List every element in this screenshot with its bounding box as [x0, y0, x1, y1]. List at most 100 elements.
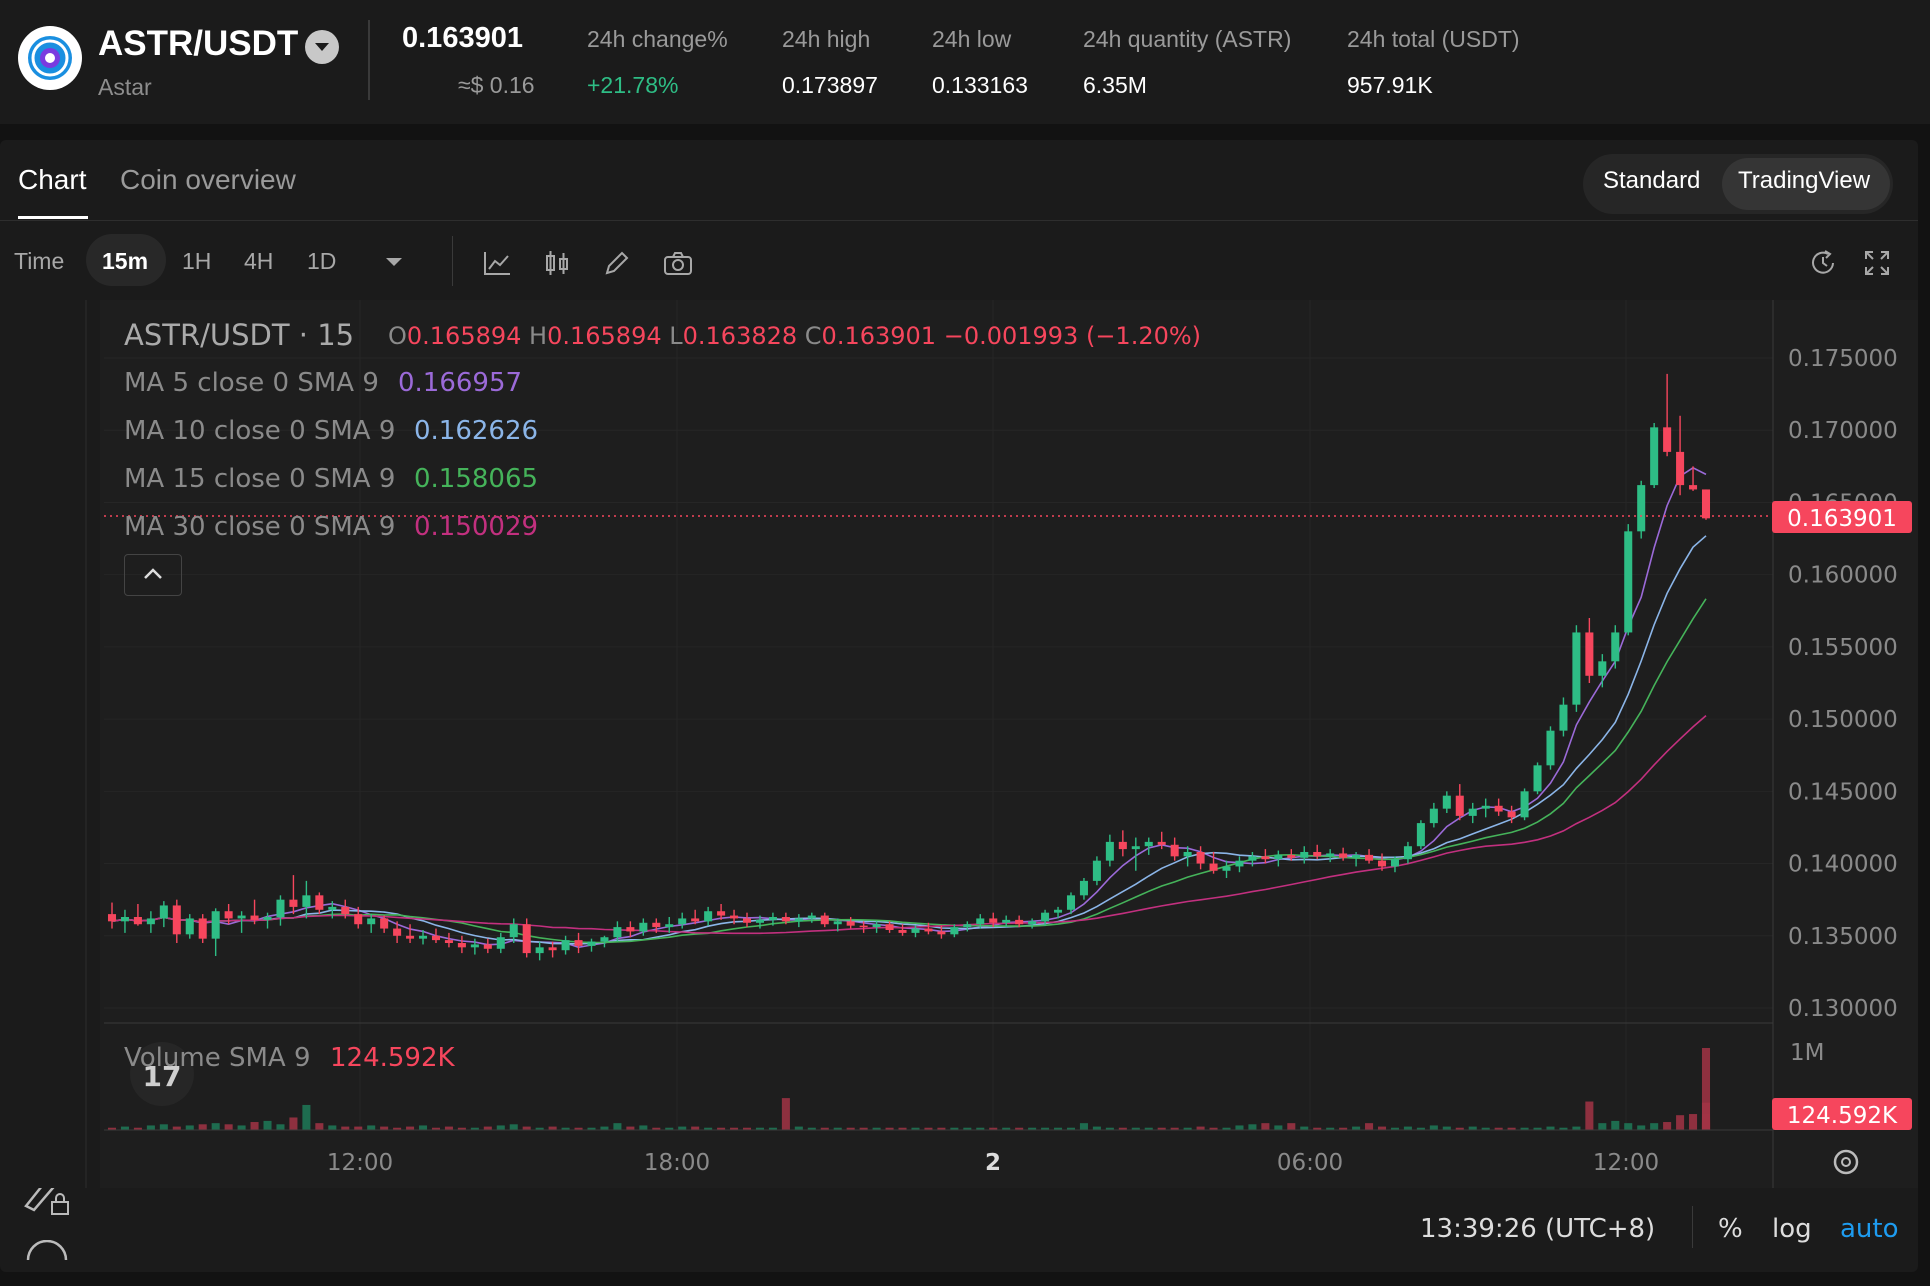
tab-chart[interactable]: Chart — [18, 164, 87, 195]
candle-body — [1028, 921, 1037, 925]
volume-bar — [1028, 1127, 1037, 1130]
volume-bar — [1222, 1127, 1231, 1130]
candle-body — [665, 924, 674, 928]
volume-bar — [639, 1125, 648, 1130]
candle-body — [185, 918, 194, 935]
fullscreen-icon[interactable] — [1862, 248, 1892, 278]
stat-change-value: +21.78% — [587, 72, 679, 98]
timeframe-15m-button[interactable] — [86, 234, 166, 286]
tabs-divider — [0, 220, 1918, 221]
camera-icon[interactable] — [662, 248, 694, 278]
volume-bar — [1701, 1048, 1711, 1130]
pair-dropdown-icon[interactable] — [305, 30, 339, 64]
percent-scale-toggle[interactable]: % — [1718, 1214, 1743, 1244]
volume-bar — [561, 1127, 570, 1130]
timeframe-15m: 15m — [102, 248, 149, 274]
refresh-icon[interactable] — [1808, 248, 1838, 278]
toolbar-divider — [452, 236, 453, 286]
more-tools-icon[interactable] — [22, 1240, 72, 1260]
time-axis[interactable]: 12:00 18:00 2 06:00 12:00 — [327, 1150, 1659, 1176]
candle-body — [1196, 852, 1205, 864]
timeframe-4h[interactable]: 4H — [244, 248, 274, 274]
pencil-icon[interactable] — [602, 248, 632, 278]
volume-bar — [600, 1126, 609, 1130]
volume-bar — [107, 1127, 117, 1130]
candle-body — [354, 914, 363, 925]
legend-collapse-button[interactable] — [124, 554, 182, 596]
candle-body — [406, 935, 415, 939]
candle-body — [444, 940, 453, 943]
timeframe-1d[interactable]: 1D — [307, 248, 337, 274]
candle-body — [950, 927, 959, 935]
candle-body — [600, 937, 609, 942]
volume-bar — [1701, 1102, 1711, 1130]
volume-bar — [613, 1123, 622, 1130]
volume-bar — [431, 1127, 441, 1130]
legend-ma5-label: MA 5 close 0 SMA 9 — [124, 368, 379, 398]
volume-bar — [1572, 1126, 1581, 1130]
candle-body — [1170, 844, 1179, 857]
volume-bar — [457, 1127, 466, 1130]
candle-body — [1300, 852, 1309, 858]
volume-bar — [1352, 1126, 1361, 1130]
header-divider — [368, 20, 370, 100]
legend-close: 0.163901 — [821, 322, 937, 350]
pair-symbol[interactable]: ASTR/USDT — [98, 24, 299, 63]
line-chart-icon[interactable] — [482, 248, 512, 278]
candle-body — [963, 924, 972, 928]
volume-bar — [1377, 1126, 1387, 1130]
candle-body — [1092, 860, 1101, 881]
clock-timezone[interactable]: 13:39:26 (UTC+8) — [1420, 1214, 1656, 1244]
volume-bar — [1455, 1127, 1464, 1130]
candle-body — [989, 918, 998, 923]
log-scale-toggle[interactable]: log — [1772, 1214, 1812, 1244]
candle-body — [133, 917, 142, 925]
volume-bars — [107, 1048, 1711, 1130]
price-axis[interactable]: 0.1750000.1700000.1650000.1600000.155000… — [1788, 346, 1898, 1022]
ma-line-10 — [111, 535, 1707, 945]
settings-gear-icon[interactable] — [1833, 1149, 1859, 1175]
auto-scale-toggle[interactable]: auto — [1840, 1214, 1899, 1244]
time-tick-label: 18:00 — [644, 1150, 710, 1176]
candle-body — [328, 906, 337, 910]
candle-body — [613, 927, 622, 938]
candle-body — [1533, 765, 1542, 792]
candle-body — [198, 918, 207, 939]
volume-bar — [794, 1126, 803, 1130]
candle-body — [730, 915, 739, 919]
tab-active-indicator — [18, 216, 88, 219]
timeframe-1h[interactable]: 1H — [182, 248, 212, 274]
volume-bar — [872, 1127, 881, 1130]
volume-bar — [1546, 1126, 1555, 1130]
view-standard-button[interactable]: Standard — [1603, 167, 1701, 194]
volume-bar — [807, 1127, 816, 1130]
volume-bar — [380, 1126, 389, 1130]
price-tick-label: 0.135000 — [1788, 924, 1898, 950]
volume-bar — [820, 1127, 829, 1130]
volume-bar — [1300, 1126, 1309, 1130]
stat-high-value: 0.173897 — [782, 72, 878, 98]
view-tradingview-button[interactable] — [1722, 158, 1890, 210]
tab-coin-overview[interactable]: Coin overview — [120, 164, 296, 195]
volume-bar — [522, 1126, 531, 1130]
price-chart[interactable]: 0.1750000.1700000.1650000.1600000.155000… — [0, 300, 1918, 1188]
volume-bar — [496, 1125, 505, 1130]
candle-body — [704, 911, 713, 922]
candlestick-icon[interactable] — [542, 248, 572, 278]
price-tick-label: 0.160000 — [1788, 563, 1898, 589]
candle-body — [1066, 895, 1076, 910]
volume-bar — [1015, 1127, 1024, 1130]
coin-name: Astar — [98, 74, 152, 100]
volume-bar — [898, 1127, 907, 1130]
volume-axis-tick: 1M — [1790, 1040, 1824, 1066]
legend-ma5-value: 0.166957 — [398, 368, 523, 398]
volume-bar — [1468, 1126, 1477, 1130]
coin-logo — [18, 26, 82, 90]
volume-bar — [1689, 1114, 1698, 1130]
timeframe-dropdown-icon[interactable] — [382, 252, 406, 272]
candle-body — [457, 943, 466, 948]
volume-bar — [393, 1127, 402, 1130]
volume-bar — [159, 1124, 168, 1130]
volume-bar — [1611, 1120, 1620, 1130]
volume-bar — [1066, 1127, 1076, 1130]
